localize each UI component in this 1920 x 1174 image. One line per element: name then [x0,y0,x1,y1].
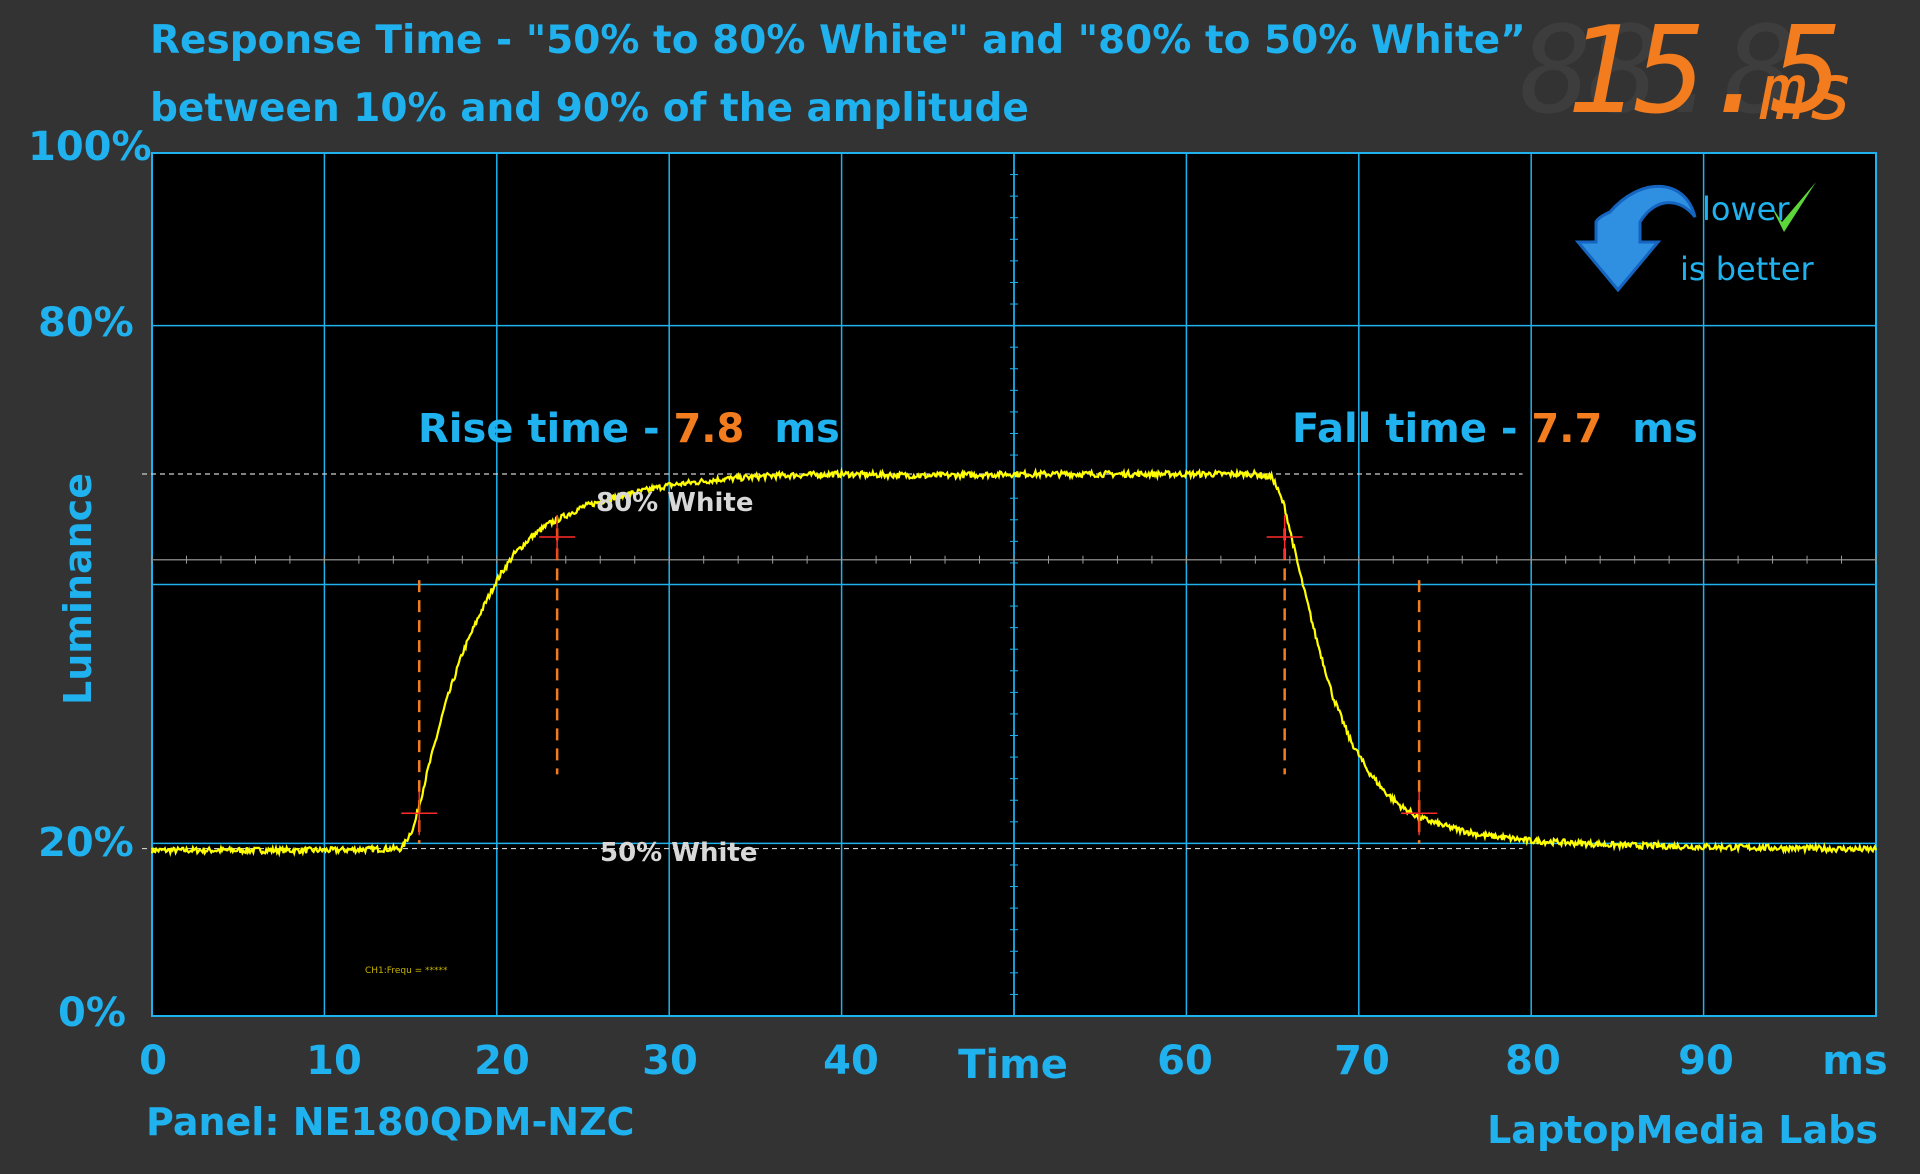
rise-time-annotation: Rise time - 7.8 ms [418,406,840,452]
brand-label: LaptopMedia Labs [1487,1108,1878,1152]
lower-is-better-badge [1574,182,1816,292]
badge-line2: is better [1680,250,1814,288]
x-tick-70: 70 [1334,1038,1390,1084]
seven-segment-background: 88.8 [1520,2,1797,141]
crossing-markers [401,515,1438,836]
x-tick-40: 40 [823,1038,879,1084]
x-tick-30: 30 [642,1038,698,1084]
x-tick-90: 90 [1678,1038,1734,1084]
fall-time-label: Fall time - [1292,406,1532,452]
y-tick-80: 80% [38,300,134,346]
high-reference-label: 80% White [596,488,754,518]
chart-subtitle: between 10% and 90% of the amplitude [150,86,1029,131]
grid [151,152,1877,1017]
low-reference-label: 50% White [600,838,758,868]
y-tick-0: 0% [58,990,126,1036]
fall-time-annotation: Fall time - 7.7 ms [1292,406,1698,452]
x-tick-80: 80 [1505,1038,1561,1084]
rise-time-unit: ms [774,406,840,452]
down-arrow-icon [1574,184,1697,292]
x-tick-60: 60 [1157,1038,1213,1084]
x-tick-20: 20 [474,1038,530,1084]
fall-time-unit: ms [1632,406,1698,452]
scope-readout: CH1:Frequ = ***** [365,966,448,976]
y-tick-100: 100% [28,124,152,170]
rise-time-label: Rise time - [418,406,674,452]
fall-time-value: 7.7 [1531,406,1603,452]
x-axis-unit: ms [1822,1038,1888,1084]
x-tick-0: 0 [139,1038,167,1084]
duration-lines [417,528,1421,844]
x-axis-label: Time [958,1042,1068,1088]
x-tick-10: 10 [306,1038,362,1084]
rise-time-value: 7.8 [673,406,745,452]
response-time-unit: ms [1760,48,1854,138]
y-tick-20: 20% [38,820,134,866]
panel-label: Panel: NE180QDM-NZC [146,1100,635,1144]
luminance-series-line [150,466,1878,858]
badge-line1: lower [1702,190,1790,228]
response-time-value: 15.5 [1566,2,1843,141]
chart-title: Response Time - "50% to 80% White" and "… [150,18,1526,63]
